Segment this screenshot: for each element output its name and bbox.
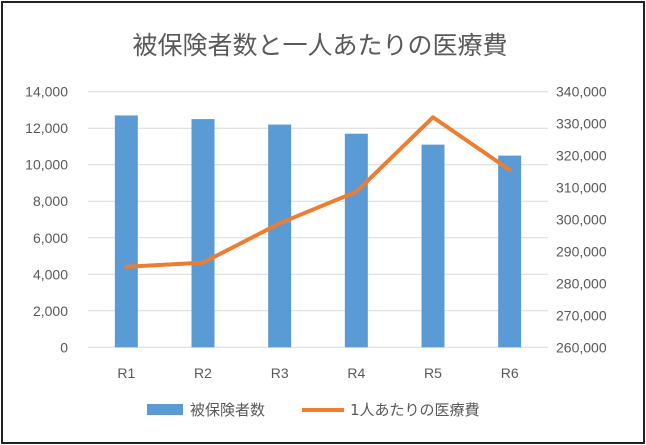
bar-R3 <box>268 124 292 348</box>
y-right-tick-label: 310,000 <box>556 180 607 196</box>
x-tick-label: R3 <box>271 365 289 381</box>
legend-bar-swatch <box>147 404 183 415</box>
y-left-tick-label: 0 <box>60 339 68 355</box>
y-left-tick-label: 10,000 <box>25 157 68 173</box>
chart-title: 被保険者数と一人あたりの医療費 <box>132 31 507 60</box>
x-tick-label: R2 <box>194 365 212 381</box>
x-tick-label: R5 <box>424 365 442 381</box>
y-left-tick-label: 8,000 <box>33 193 68 209</box>
y-right-tick-label: 260,000 <box>556 339 607 355</box>
y-right-tick-label: 300,000 <box>556 212 607 228</box>
legend-bar-label: 被保険者数 <box>190 401 265 419</box>
y-left-tick-label: 4,000 <box>33 266 68 282</box>
y-right-tick-label: 280,000 <box>556 275 607 291</box>
bar-R4 <box>344 133 368 348</box>
y-left-tick-label: 14,000 <box>25 84 68 100</box>
y-right-tick-label: 290,000 <box>556 243 607 259</box>
y-left-tick-label: 12,000 <box>25 120 68 136</box>
y-left-tick-label: 2,000 <box>33 303 68 319</box>
y-right-tick-label: 320,000 <box>556 148 607 164</box>
bar-R5 <box>421 144 445 348</box>
legend-line-label: 1人あたりの医療費 <box>350 401 480 419</box>
y-right-tick-label: 330,000 <box>556 116 607 132</box>
legend: 被保険者数 1人あたりの医療費 <box>147 401 480 419</box>
x-tick-label: R4 <box>347 365 365 381</box>
y-right-tick-label: 270,000 <box>556 307 607 323</box>
bar-R2 <box>191 119 215 348</box>
x-tick-label: R6 <box>501 365 519 381</box>
y-left-tick-label: 6,000 <box>33 230 68 246</box>
bar-R6 <box>498 155 522 348</box>
y-right-tick-label: 340,000 <box>556 84 607 100</box>
medical-cost-line <box>124 115 512 269</box>
x-tick-label: R1 <box>117 365 135 381</box>
bar-R1 <box>114 115 138 348</box>
